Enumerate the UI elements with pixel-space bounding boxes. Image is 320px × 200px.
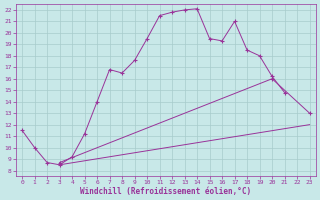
X-axis label: Windchill (Refroidissement éolien,°C): Windchill (Refroidissement éolien,°C) — [80, 187, 252, 196]
